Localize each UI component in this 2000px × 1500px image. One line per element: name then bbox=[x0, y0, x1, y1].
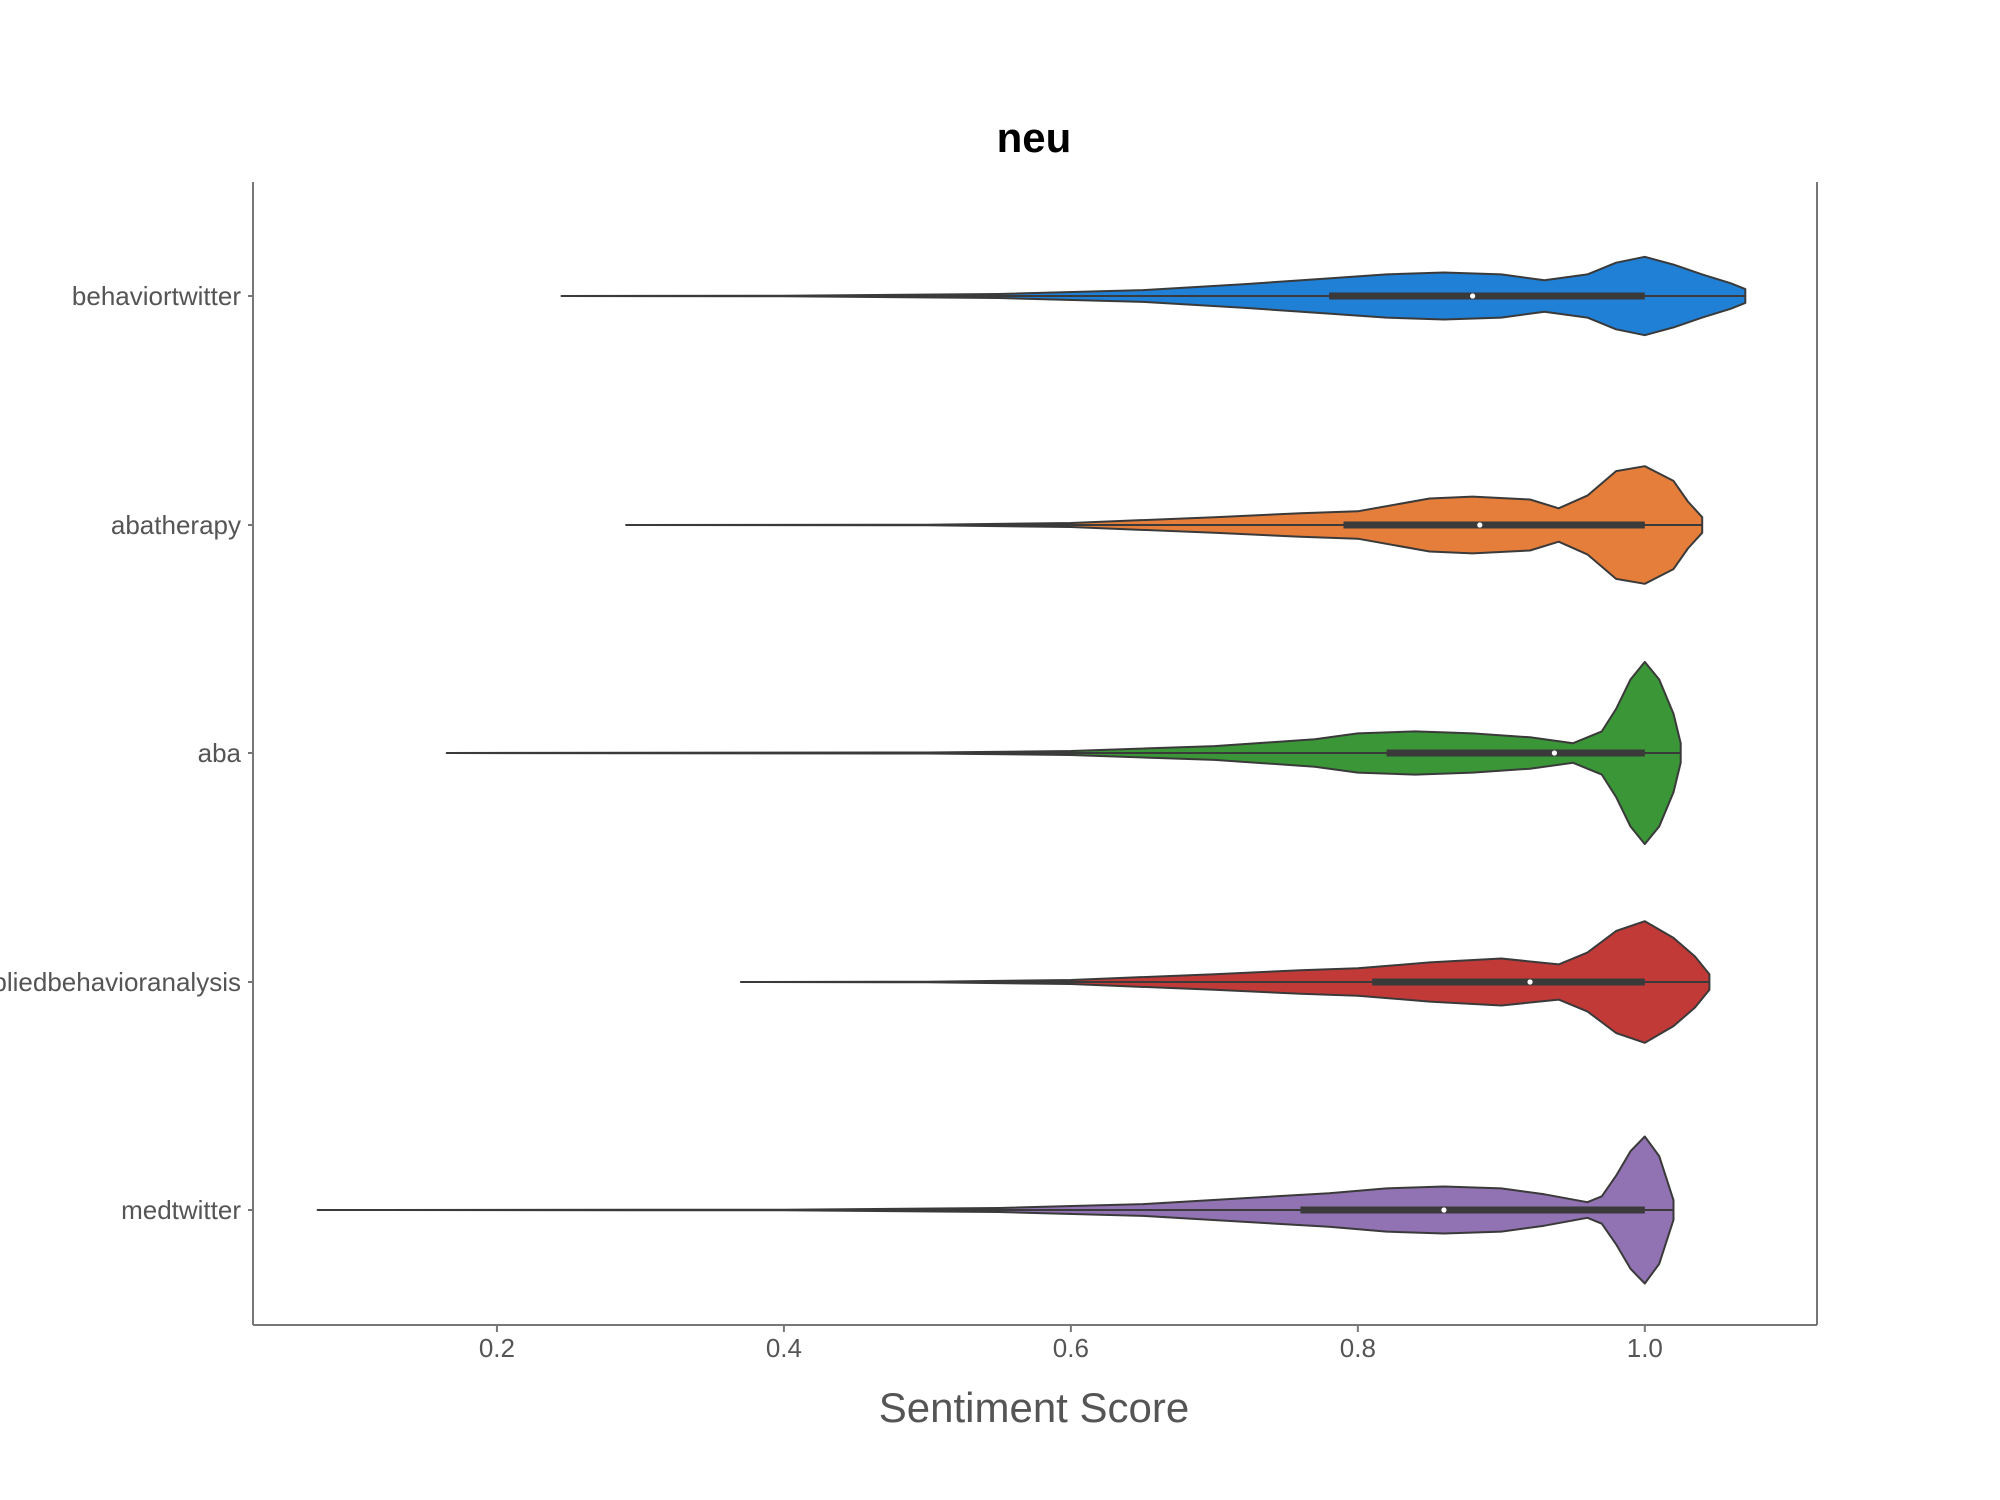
x-tick-label: 0.6 bbox=[1053, 1333, 1089, 1363]
x-axis-label: Sentiment Score bbox=[879, 1384, 1190, 1431]
violin-median-point bbox=[1470, 293, 1476, 299]
violin-median-point bbox=[1551, 750, 1558, 756]
x-tick-label: 1.0 bbox=[1627, 1333, 1663, 1363]
y-tick-label: aba bbox=[198, 738, 242, 768]
violin-median-point bbox=[1477, 522, 1483, 528]
y-tick-label: appliedbehavioranalysis bbox=[0, 967, 241, 997]
x-tick-label: 0.2 bbox=[479, 1333, 515, 1363]
y-tick-label: behaviortwitter bbox=[72, 281, 241, 311]
y-tick-label: abatherapy bbox=[111, 510, 241, 540]
x-ticks-group: 0.2 0.4 0.6 0.8 1.0 bbox=[479, 1325, 1663, 1363]
violins-group bbox=[316, 255, 1747, 1285]
violin-median-point bbox=[1527, 979, 1533, 985]
x-tick-label: 0.8 bbox=[1340, 1333, 1376, 1363]
y-tick-label: medtwitter bbox=[121, 1195, 241, 1225]
x-tick-label: 0.4 bbox=[766, 1333, 802, 1363]
violin-median-point bbox=[1441, 1207, 1447, 1213]
y-ticks-group: behaviortwitter abatherapy aba appliedbehav… bbox=[0, 281, 253, 1225]
chart-title: neu bbox=[997, 114, 1072, 161]
